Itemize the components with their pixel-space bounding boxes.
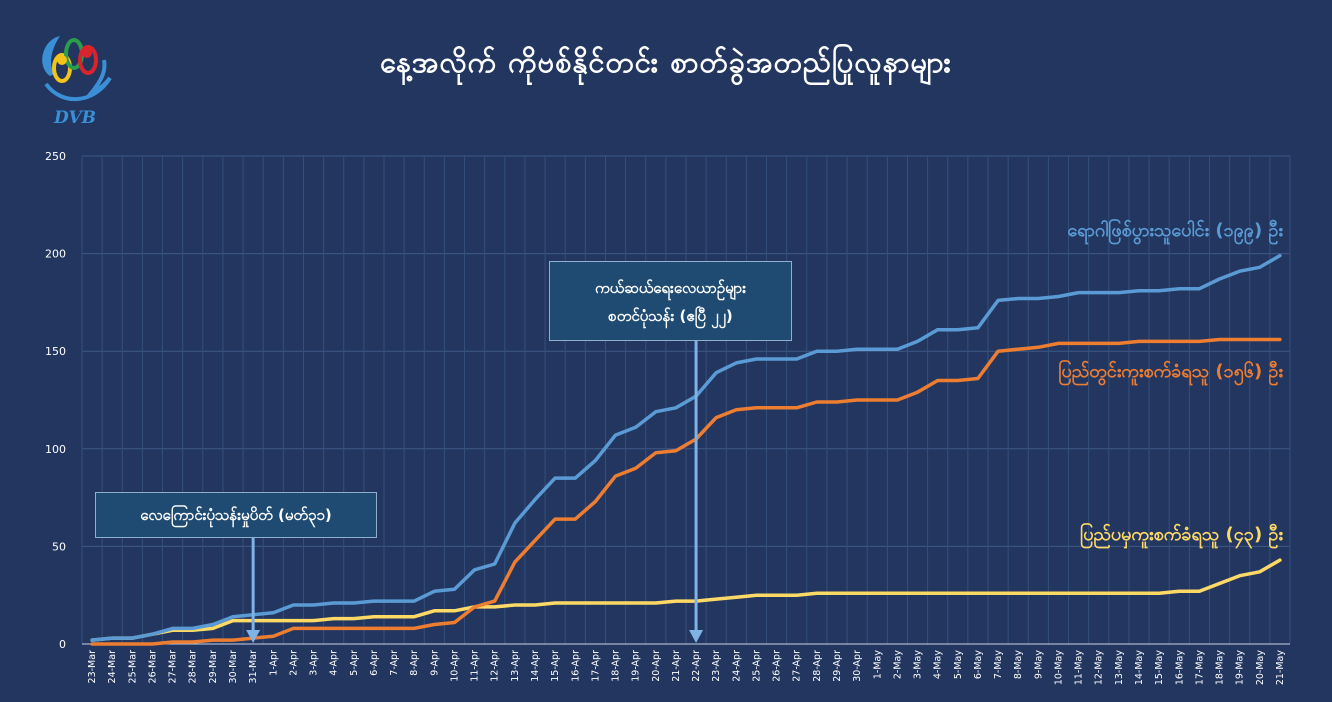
x-tick-label: 10-May xyxy=(1053,650,1064,686)
x-tick-label: 14-May xyxy=(1134,650,1145,686)
x-tick-label: 10-Apr xyxy=(449,650,460,682)
y-tick-label: 0 xyxy=(59,638,66,651)
x-tick-label: 19-Apr xyxy=(631,650,642,682)
x-tick-label: 17-May xyxy=(1194,650,1205,686)
x-tick-label: 28-Mar xyxy=(188,650,199,684)
x-tick-label: 4-May xyxy=(933,650,944,679)
x-tick-label: 27-Mar xyxy=(168,650,179,684)
x-tick-label: 16-May xyxy=(1174,650,1185,686)
annotation-arrow-head xyxy=(246,630,261,643)
x-tick-label: 25-Apr xyxy=(751,650,762,682)
x-tick-label: 9-Apr xyxy=(429,650,440,676)
series-lines xyxy=(90,253,1282,646)
x-tick-label: 18-Apr xyxy=(611,650,622,682)
x-tick-label: 12-Apr xyxy=(490,650,501,682)
y-axis-ticks: 0 50 100 150 200 250 xyxy=(45,150,66,651)
x-tick-label: 7-May xyxy=(993,650,1004,679)
x-tick-label: 24-Apr xyxy=(731,650,742,682)
x-tick-label: 13-May xyxy=(1114,650,1125,686)
x-tick-label: 12-May xyxy=(1094,650,1105,686)
x-tick-label: 23-Mar xyxy=(87,650,98,684)
x-tick-label: 28-Apr xyxy=(812,650,823,682)
y-tick-label: 50 xyxy=(52,540,66,553)
series-line-3 xyxy=(90,558,1282,642)
x-tick-label: 20-May xyxy=(1255,650,1266,686)
chart-title: နေ့အလိုက် ကိုဗစ်နိုင်တင်း စာတ်ခွဲအတည်ပြု… xyxy=(380,45,952,79)
x-tick-label: 26-Mar xyxy=(147,650,158,684)
x-tick-label: 6-May xyxy=(973,650,984,679)
x-tick-label: 8-Apr xyxy=(409,650,420,676)
x-tick-label: 8-May xyxy=(1013,650,1024,679)
series-labels: ရောဂါဖြစ်ပွားသူပေါင်း (၁၉၉) ဦးပြည်တွင်းက… xyxy=(1059,218,1284,549)
y-tick-label: 150 xyxy=(45,345,66,358)
logo-text: DVB xyxy=(53,108,96,128)
x-tick-label: 4-Apr xyxy=(329,650,340,676)
x-tick-label: 21-Apr xyxy=(671,650,682,682)
x-tick-label: 16-Apr xyxy=(570,650,581,682)
x-tick-label: 2-May xyxy=(892,650,903,679)
x-tick-label: 26-Apr xyxy=(772,650,783,682)
x-tick-label: 9-May xyxy=(1033,650,1044,679)
x-tick-label: 27-Apr xyxy=(792,650,803,682)
x-tick-label: 25-Mar xyxy=(127,650,138,684)
x-tick-label: 5-Apr xyxy=(349,650,360,676)
x-tick-label: 1-May xyxy=(872,650,883,679)
x-tick-label: 13-Apr xyxy=(510,650,521,682)
x-tick-label: 20-Apr xyxy=(651,650,662,682)
x-tick-label: 30-Apr xyxy=(852,650,863,682)
x-tick-label: 1-Apr xyxy=(268,650,279,676)
x-tick-label: 29-Mar xyxy=(208,650,219,684)
x-tick-label: 23-Apr xyxy=(711,650,722,682)
x-tick-label: 18-May xyxy=(1215,650,1226,686)
x-tick-label: 15-Apr xyxy=(550,650,561,682)
annotation-relief-flights-line1: ကယ်ဆယ်ရေးလေယာဥ်များ xyxy=(594,279,747,297)
annotation-arrow-head xyxy=(689,630,704,643)
annotation-arrows xyxy=(246,341,704,643)
x-tick-label: 17-Apr xyxy=(590,650,601,682)
y-tick-label: 250 xyxy=(45,150,66,163)
series-line-2 xyxy=(90,337,1282,646)
annotation-relief-flights: ကယ်ဆယ်ရေးလေယာဥ်များ စတင်ပုံသန်း (ဧပြီ ၂၂… xyxy=(549,261,792,341)
x-tick-label: 31-Mar xyxy=(248,650,259,684)
series-label-1: ရောဂါဖြစ်ပွားသူပေါင်း (၁၉၉) ဦး xyxy=(1067,218,1283,245)
x-tick-label: 24-Mar xyxy=(107,650,118,684)
annotation-flight-ban-text: လေကြောင်းပုံသန်းမှုပိတ် (မတ်၃၁) xyxy=(140,506,332,524)
x-tick-label: 3-Apr xyxy=(309,650,320,676)
x-tick-label: 29-Apr xyxy=(832,650,843,682)
x-axis-ticks: 23-Mar 24-Mar 25-Mar 26-Mar 27-Mar 28-Mar 29-M… xyxy=(87,650,1286,686)
y-tick-label: 200 xyxy=(45,248,66,261)
x-tick-label: 14-Apr xyxy=(530,650,541,682)
dvb-logo: DVB xyxy=(42,36,112,128)
x-tick-label: 3-May xyxy=(913,650,924,679)
x-tick-label: 2-Apr xyxy=(288,650,299,676)
series-label-2: ပြည်တွင်းကူးစက်ခံရသူ (၁၅၆) ဦး xyxy=(1059,359,1284,386)
x-tick-label: 11-May xyxy=(1074,650,1085,686)
x-tick-label: 5-May xyxy=(953,650,964,679)
x-tick-label: 30-Mar xyxy=(228,650,239,684)
series-line-1 xyxy=(90,253,1282,642)
x-tick-label: 22-Apr xyxy=(691,650,702,682)
x-tick-label: 19-May xyxy=(1235,650,1246,686)
y-tick-label: 100 xyxy=(45,443,66,456)
x-tick-label: 21-May xyxy=(1275,650,1286,686)
x-tick-label: 7-Apr xyxy=(389,650,400,676)
x-tick-label: 6-Apr xyxy=(369,650,380,676)
series-label-3: ပြည်ပမှကူးစက်ခံရသူ (၄၃) ဦး xyxy=(1080,522,1283,549)
x-tick-label: 11-Apr xyxy=(470,650,481,682)
annotation-relief-flights-line2: စတင်ပုံသန်း (ဧပြီ ၂၂) xyxy=(608,307,733,325)
x-tick-label: 15-May xyxy=(1154,650,1165,686)
annotation-flight-ban: လေကြောင်းပုံသန်းမှုပိတ် (မတ်၃၁) xyxy=(95,492,377,538)
